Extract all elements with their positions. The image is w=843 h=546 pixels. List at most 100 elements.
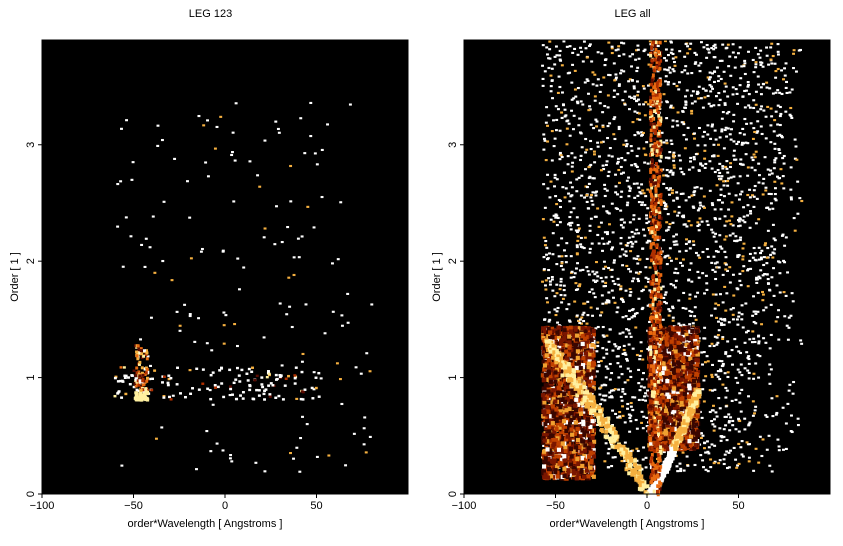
heatmap-cell xyxy=(733,338,736,340)
heatmap-cell xyxy=(729,133,732,135)
heatmap-cell xyxy=(242,266,245,268)
heatmap-cell xyxy=(786,92,789,94)
heatmap-cell xyxy=(544,288,547,290)
heatmap-cell xyxy=(627,80,630,82)
heatmap-cell xyxy=(631,231,634,233)
heatmap-cell xyxy=(667,83,670,85)
heatmap-cell xyxy=(563,285,566,287)
heatmap-cell xyxy=(673,70,676,72)
heatmap-cell xyxy=(753,247,756,249)
heatmap-cell xyxy=(736,239,739,241)
heatmap-cell xyxy=(574,156,577,158)
heatmap-cell xyxy=(751,315,754,317)
heatmap-cell xyxy=(547,67,550,69)
heatmap-cell xyxy=(138,374,141,377)
heatmap-cell xyxy=(703,292,706,294)
heatmap-cell xyxy=(720,248,723,250)
heatmap-cell xyxy=(708,78,711,80)
heatmap-cell xyxy=(715,241,718,243)
heatmap-cell xyxy=(309,102,312,104)
heatmap-cell xyxy=(547,358,551,362)
heatmap-cell xyxy=(592,353,596,357)
x-axis-label: order*Wavelength [ Angstroms ] xyxy=(128,518,283,530)
heatmap-cell xyxy=(317,372,320,374)
heatmap-cell xyxy=(698,86,701,88)
heatmap-cell xyxy=(629,291,632,293)
heatmap-cell xyxy=(621,405,624,407)
heatmap-cell xyxy=(743,216,746,218)
heatmap-cell xyxy=(766,273,769,275)
heatmap-cell xyxy=(725,168,728,170)
heatmap-cell xyxy=(156,145,159,147)
heatmap-cell xyxy=(567,346,571,350)
heatmap-cell xyxy=(618,128,621,130)
heatmap-cell xyxy=(300,398,303,400)
heatmap-cell xyxy=(589,460,593,464)
heatmap-cell xyxy=(671,126,674,128)
heatmap-cell xyxy=(789,189,792,191)
heatmap-cell xyxy=(256,174,259,176)
heatmap-cell xyxy=(683,107,686,109)
heatmap-cell xyxy=(301,371,304,373)
heatmap-cell xyxy=(681,71,684,73)
heatmap-cell xyxy=(668,315,671,317)
heatmap-cell xyxy=(291,326,294,328)
heatmap-cell xyxy=(672,172,675,174)
heatmap-cell xyxy=(694,296,697,298)
heatmap-cell xyxy=(634,59,637,61)
heatmap-cell xyxy=(641,308,644,310)
heatmap-cell xyxy=(762,337,765,339)
heatmap-cell xyxy=(709,411,712,413)
heatmap-cell xyxy=(567,469,571,473)
heatmap-cell xyxy=(572,128,575,130)
heatmap-cell xyxy=(672,53,675,55)
heatmap-cell xyxy=(636,255,639,257)
heatmap-cell xyxy=(247,379,250,381)
heatmap-cell xyxy=(661,132,664,134)
heatmap-cell xyxy=(608,448,611,450)
heatmap-cell xyxy=(363,443,366,445)
heatmap-cell xyxy=(559,462,563,466)
heatmap-cell xyxy=(168,396,171,398)
heatmap-cell xyxy=(589,230,592,232)
heatmap-cell xyxy=(252,398,255,400)
heatmap-cell xyxy=(636,166,639,168)
heatmap-cell xyxy=(748,457,751,459)
heatmap-cell xyxy=(741,440,744,442)
heatmap-cell xyxy=(602,395,605,397)
heatmap-cell xyxy=(737,443,740,445)
heatmap-cell xyxy=(612,231,615,233)
heatmap-cell xyxy=(614,302,617,304)
heatmap-cell xyxy=(555,119,558,121)
heatmap-cell xyxy=(638,399,641,401)
heatmap-cell xyxy=(666,142,669,144)
heatmap-cell xyxy=(690,72,693,74)
heatmap-cell xyxy=(618,411,621,413)
heatmap-cell xyxy=(288,306,291,308)
heatmap-cell xyxy=(586,186,589,188)
heatmap-cell xyxy=(789,315,792,317)
heatmap-cell xyxy=(739,237,742,239)
heatmap-cell xyxy=(755,282,758,284)
heatmap-cell xyxy=(597,361,600,363)
heatmap-cell xyxy=(713,430,716,432)
heatmap-cell xyxy=(674,268,677,270)
heatmap-cell xyxy=(703,195,706,197)
heatmap-cell xyxy=(674,286,677,288)
heatmap-cell xyxy=(767,278,770,280)
heatmap-cell xyxy=(668,226,671,228)
heatmap-cell xyxy=(140,389,143,392)
heatmap-cell xyxy=(580,470,584,474)
heatmap-cell xyxy=(603,399,606,401)
heatmap-cell xyxy=(590,343,594,347)
heatmap-cell xyxy=(589,451,593,455)
heatmap-cell xyxy=(558,86,561,88)
y-tick-label: 0 xyxy=(25,491,37,497)
heatmap-cell xyxy=(674,65,677,67)
heatmap-cell xyxy=(729,162,732,164)
heatmap-cell xyxy=(675,280,678,282)
heatmap-cell xyxy=(678,154,681,156)
heatmap-cell xyxy=(613,79,616,81)
heatmap-cell xyxy=(784,111,787,113)
heatmap-cell xyxy=(169,377,172,379)
